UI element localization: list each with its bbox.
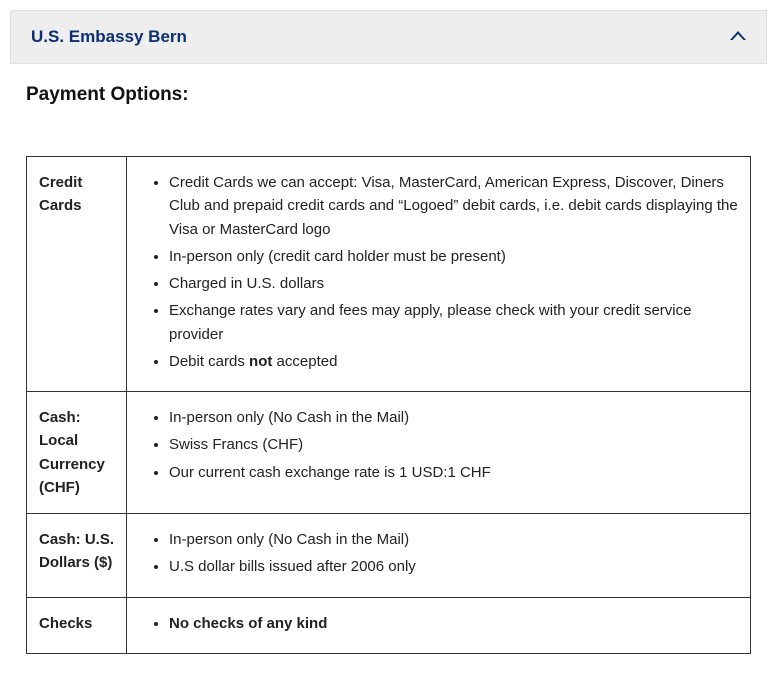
section-heading: Payment Options:: [16, 84, 761, 106]
chevron-up-icon: [730, 28, 746, 46]
row-label: Credit Cards: [27, 157, 127, 392]
accordion-content: Payment Options: Credit CardsCredit Card…: [10, 64, 767, 664]
list-item: No checks of any kind: [169, 612, 738, 635]
bold-text: No checks of any kind: [169, 615, 327, 632]
bold-text: not: [249, 353, 272, 370]
bullet-list: Credit Cards we can accept: Visa, Master…: [139, 171, 738, 373]
bullet-list: In-person only (No Cash in the Mail) U.S …: [139, 528, 738, 579]
list-item: In-person only (No Cash in the Mail): [169, 528, 738, 551]
table-row: Checks No checks of any kind: [27, 597, 751, 653]
list-item: In-person only (No Cash in the Mail): [169, 406, 738, 429]
bullet-list: No checks of any kind: [139, 612, 738, 635]
list-item: In-person only (credit card holder must …: [169, 245, 738, 268]
row-label: Checks: [27, 597, 127, 653]
payment-options-table: Credit Cards Credit Cards we can accept: …: [26, 156, 751, 654]
row-content: In-person only (No Cash in the Mail) U.S …: [127, 514, 751, 598]
list-item: Credit Cards we can accept: Visa, Master…: [169, 171, 738, 241]
row-content: Credit Cards we can accept: Visa, Master…: [127, 157, 751, 392]
list-item: Exchange rates vary and fees may apply, …: [169, 299, 738, 346]
list-item: Swiss Francs (CHF): [169, 433, 738, 456]
row-label: Cash: U.S. Dollars ($): [27, 514, 127, 598]
row-label: Cash: Local Currency (CHF): [27, 392, 127, 514]
row-content: In-person only (No Cash in the Mail) Swis…: [127, 392, 751, 514]
bullet-list: In-person only (No Cash in the Mail) Swis…: [139, 406, 738, 484]
table-row: Credit Cards Credit Cards we can accept: …: [27, 157, 751, 392]
accordion-header[interactable]: U.S. Embassy Bern: [10, 10, 767, 64]
list-item: Charged in U.S. dollars: [169, 272, 738, 295]
table-row: Cash: Local Currency (CHF)In-person only…: [27, 392, 751, 514]
table-row: Cash: U.S. Dollars ($)In-person only (No…: [27, 514, 751, 598]
row-content: No checks of any kind: [127, 597, 751, 653]
list-item: Our current cash exchange rate is 1 USD:…: [169, 461, 738, 484]
accordion-title: U.S. Embassy Bern: [31, 27, 187, 47]
list-item: Debit cards not accepted: [169, 350, 738, 373]
list-item: U.S dollar bills issued after 2006 only: [169, 555, 738, 578]
